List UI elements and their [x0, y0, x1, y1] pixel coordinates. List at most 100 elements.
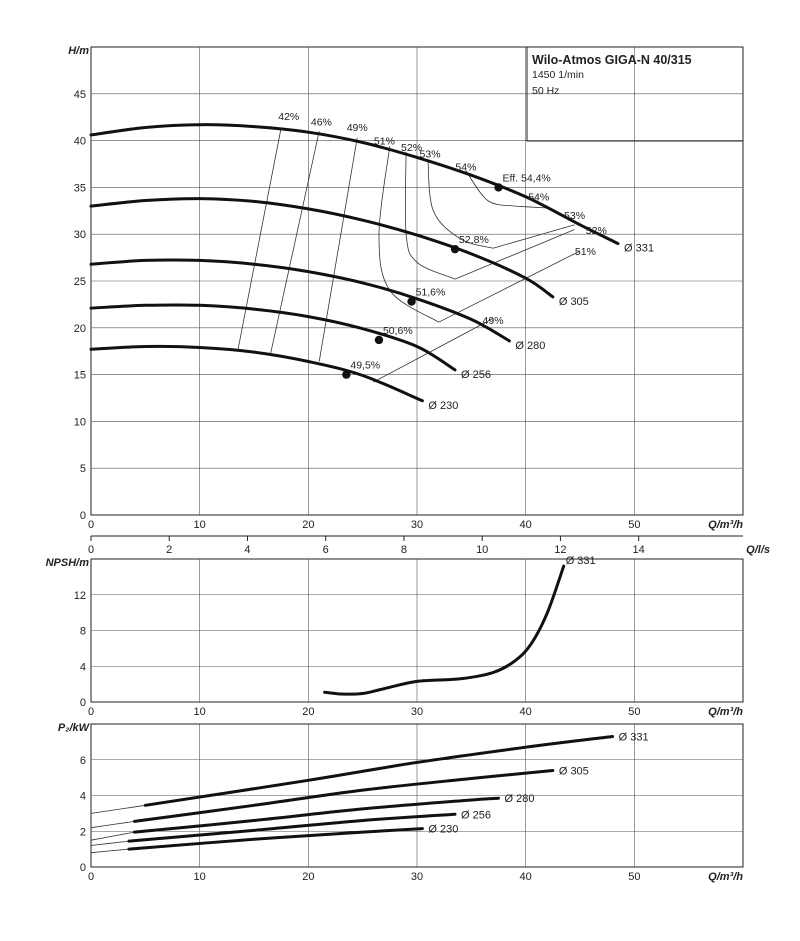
efficiency-label: 49% — [347, 122, 368, 134]
flow-ls-tick-label: 8 — [401, 544, 407, 556]
power-x-tick-label: 30 — [411, 871, 423, 883]
npsh-x-tick-label: 0 — [88, 706, 94, 718]
efficiency-label: 51% — [374, 135, 395, 147]
npsh-x-tick-label: 10 — [194, 706, 206, 718]
efficiency-line — [427, 159, 494, 249]
head-x-tick-label: 40 — [520, 519, 532, 531]
npsh-x-axis-label: Q/m³/h — [708, 706, 743, 718]
power-curve-leadin — [90, 840, 130, 846]
efficiency-line — [465, 170, 515, 207]
head-y-tick-label: 35 — [74, 182, 86, 194]
power-curve-label: Ø 331 — [619, 732, 649, 744]
head-y-tick-label: 10 — [74, 416, 86, 428]
head-curve — [89, 197, 555, 299]
npsh-x-tick-label: 40 — [520, 706, 532, 718]
power-x-tick-label: 0 — [88, 871, 94, 883]
efficiency-line — [492, 224, 575, 249]
npsh-x-tick-label: 30 — [411, 706, 423, 718]
flow-ls-axis-label: Q/l/s — [746, 544, 770, 556]
npsh-y-tick-label: 12 — [74, 590, 86, 602]
bep-label: Eff. 54,4% — [503, 172, 551, 184]
power-curve-label: Ø 230 — [428, 824, 458, 836]
power-x-tick-label: 50 — [628, 871, 640, 883]
head-curve-label: Ø 305 — [559, 296, 589, 308]
efficiency-label: 42% — [278, 111, 299, 123]
efficiency-label: 54% — [528, 192, 549, 204]
head-x-tick-label: 10 — [194, 519, 206, 531]
head-curve — [89, 303, 457, 372]
head-x-tick-label: 20 — [302, 519, 314, 531]
efficiency-line — [438, 250, 581, 323]
pump-frequency: 50 Hz — [532, 85, 559, 97]
npsh-y-tick-label: 0 — [80, 697, 86, 709]
power-curve — [133, 796, 500, 834]
efficiency-line — [318, 137, 358, 362]
npsh-x-tick-label: 20 — [302, 706, 314, 718]
head-x-tick-label: 30 — [411, 519, 423, 531]
power-curve-label: Ø 280 — [505, 793, 535, 805]
bep-marker — [450, 244, 460, 254]
power-x-tick-label: 40 — [520, 871, 532, 883]
npsh-x-tick-label: 50 — [628, 706, 640, 718]
title-box-frame — [526, 46, 744, 142]
head-curve-label: Ø 230 — [428, 400, 458, 412]
bep-label: 49,5% — [350, 360, 380, 372]
power-x-tick-label: 10 — [194, 871, 206, 883]
power-curve-leadin — [90, 848, 130, 854]
power-y-tick-label: 4 — [80, 791, 86, 803]
bep-marker — [342, 370, 351, 379]
pump-speed: 1450 1/min — [532, 69, 584, 81]
bep-label: 50,6% — [383, 325, 413, 337]
power-y-tick-label: 2 — [80, 826, 86, 838]
power-curve-label: Ø 256 — [461, 809, 491, 821]
bep-marker — [374, 335, 384, 345]
bep-label: 52,8% — [459, 234, 489, 246]
efficiency-label: 52% — [401, 142, 422, 154]
head-y-tick-label: 25 — [74, 276, 86, 288]
flow-ls-tick-label: 6 — [323, 544, 329, 556]
head-y-tick-label: 15 — [74, 370, 86, 382]
flow-ls-tick-label: 2 — [166, 544, 172, 556]
npsh-y-axis-label: NPSH/m — [46, 557, 90, 569]
head-x-axis-label: Q/m³/h — [708, 519, 743, 531]
power-curve — [127, 812, 457, 843]
power-y-tick-label: 6 — [80, 755, 86, 767]
power-curve-leadin — [90, 831, 135, 841]
efficiency-line — [237, 127, 282, 352]
flow-ls-tick-label: 4 — [244, 544, 250, 556]
power-y-axis-label: P₂/kW — [58, 722, 91, 734]
head-y-tick-label: 45 — [74, 89, 86, 101]
power-x-axis-label: Q/m³/h — [708, 871, 743, 883]
head-y-tick-label: 20 — [74, 323, 86, 335]
efficiency-line — [454, 229, 575, 280]
flow-ls-tick-label: 10 — [476, 544, 488, 556]
head-y-tick-label: 30 — [74, 229, 86, 241]
head-y-tick-label: 40 — [74, 136, 86, 148]
npsh-y-tick-label: 4 — [80, 661, 86, 673]
efficiency-label: 51% — [575, 246, 596, 258]
power-curve-leadin — [90, 804, 146, 814]
flow-ls-tick-label: 12 — [554, 544, 566, 556]
efficiency-line — [378, 146, 439, 323]
flow-ls-tick-label: 0 — [88, 544, 94, 556]
efficiency-label: 54% — [455, 162, 476, 174]
head-y-axis-label: H/m — [68, 45, 89, 57]
bep-label: 51,6% — [416, 287, 446, 299]
npsh-curve — [323, 564, 566, 696]
npsh-curve-label: Ø 331 — [566, 555, 596, 567]
efficiency-label: 53% — [564, 210, 585, 222]
head-curve-label: Ø 256 — [461, 369, 491, 381]
npsh-y-tick-label: 8 — [80, 626, 86, 638]
head-curve — [89, 344, 424, 403]
head-curve — [89, 123, 620, 246]
power-x-tick-label: 20 — [302, 871, 314, 883]
power-curve — [127, 827, 424, 851]
efficiency-label: 53% — [420, 148, 441, 160]
bep-marker — [407, 297, 416, 306]
efficiency-label: 46% — [311, 117, 332, 129]
efficiency-line — [269, 131, 320, 355]
head-curve-label: Ø 280 — [515, 340, 545, 352]
